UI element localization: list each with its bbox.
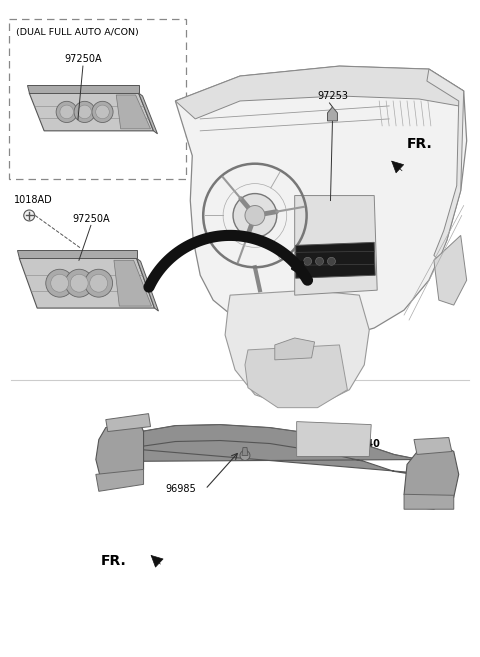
Circle shape (304, 258, 312, 265)
Polygon shape (137, 258, 158, 311)
Text: (DUAL FULL AUTO A/CON): (DUAL FULL AUTO A/CON) (16, 28, 139, 37)
Circle shape (233, 194, 277, 237)
Circle shape (70, 274, 88, 292)
Circle shape (74, 101, 95, 122)
Polygon shape (175, 66, 464, 119)
Polygon shape (116, 424, 434, 476)
Polygon shape (114, 260, 152, 306)
Polygon shape (116, 95, 151, 129)
Polygon shape (434, 235, 467, 305)
Circle shape (85, 269, 113, 297)
Polygon shape (296, 242, 375, 278)
Circle shape (24, 210, 35, 221)
Text: 1018AD: 1018AD (14, 194, 53, 204)
Circle shape (96, 105, 109, 119)
Polygon shape (19, 258, 155, 308)
Circle shape (51, 274, 69, 292)
Text: FR.: FR. (101, 554, 127, 568)
Polygon shape (17, 250, 137, 258)
Circle shape (78, 105, 91, 119)
Polygon shape (297, 422, 371, 457)
Circle shape (245, 206, 265, 225)
Polygon shape (242, 447, 248, 455)
Circle shape (90, 274, 108, 292)
Text: 96985: 96985 (166, 484, 196, 494)
Polygon shape (414, 438, 452, 455)
Text: REF.60-640: REF.60-640 (320, 440, 381, 449)
Polygon shape (295, 196, 377, 295)
Polygon shape (427, 69, 464, 260)
Text: 97253: 97253 (318, 91, 348, 101)
Text: 97250A: 97250A (64, 54, 102, 64)
Text: 97250A: 97250A (72, 214, 110, 225)
Circle shape (65, 269, 93, 297)
Polygon shape (404, 494, 454, 509)
Circle shape (60, 105, 73, 119)
Polygon shape (96, 469, 144, 491)
Polygon shape (139, 93, 157, 134)
Circle shape (56, 101, 77, 122)
Text: FR.: FR. (407, 137, 433, 151)
Circle shape (327, 258, 336, 265)
Circle shape (315, 258, 324, 265)
Polygon shape (245, 345, 348, 407)
Polygon shape (27, 85, 139, 93)
Polygon shape (404, 445, 459, 509)
Polygon shape (29, 93, 154, 131)
Circle shape (240, 451, 250, 461)
Polygon shape (225, 290, 369, 405)
Polygon shape (96, 420, 144, 487)
Polygon shape (106, 414, 151, 432)
Polygon shape (275, 338, 314, 360)
Polygon shape (327, 107, 337, 121)
Circle shape (46, 269, 73, 297)
Polygon shape (175, 66, 467, 338)
Circle shape (92, 101, 113, 122)
